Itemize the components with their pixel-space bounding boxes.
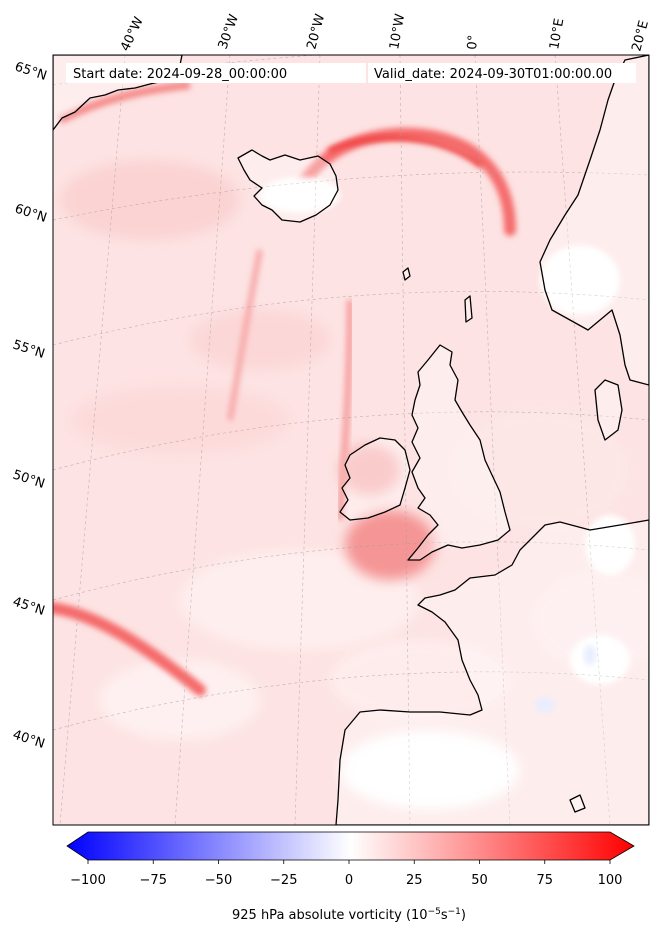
longitude-labels: 40°W 30°W 20°W 10°W 0° 10°E 20°E bbox=[118, 12, 652, 53]
colorbar-tick-label: 25 bbox=[406, 873, 423, 888]
faroe-islands bbox=[402, 267, 411, 281]
map-frame bbox=[52, 54, 650, 826]
colorbar-tick-label: −25 bbox=[270, 873, 297, 888]
great-britain-coast bbox=[407, 344, 511, 561]
graticule bbox=[53, 55, 649, 825]
start-date-label: Start date: 2024-09-28_00:00:00 bbox=[73, 67, 287, 82]
lon-label-40w: 40°W bbox=[118, 15, 147, 54]
valid-date-label: Valid_date: 2024-09-30T01:00:00.00 bbox=[374, 67, 612, 82]
lat-label-60n: 60°N bbox=[13, 202, 49, 226]
lat-label-45n: 45°N bbox=[11, 595, 47, 619]
colorbar: −100 −75 −50 −25 0 25 50 75 100 925 hPa absolute… bbox=[66, 831, 635, 923]
lat-label-50n: 50°N bbox=[11, 468, 47, 492]
colorbar-tick-label: −50 bbox=[205, 873, 232, 888]
continental-europe-coast bbox=[335, 519, 649, 825]
ireland-coast bbox=[339, 437, 411, 521]
iceland-coast bbox=[237, 149, 339, 223]
shetland-islands bbox=[464, 295, 473, 323]
colorbar-tick-label: 75 bbox=[536, 873, 553, 888]
colorbar-tick-label: 50 bbox=[471, 873, 488, 888]
scandinavia-coast bbox=[539, 55, 649, 386]
lon-label-20e: 20°E bbox=[629, 19, 652, 53]
lon-label-10w: 10°W bbox=[387, 13, 408, 51]
colorbar-tick-label: 0 bbox=[345, 873, 353, 888]
start-date-box bbox=[66, 63, 366, 83]
lon-label-30w: 30°W bbox=[216, 12, 242, 51]
map-panel: Start date: 2024-09-28_00:00:00 Valid_da… bbox=[52, 54, 650, 826]
lat-label-55n: 55°N bbox=[11, 338, 47, 362]
lon-label-0: 0° bbox=[465, 34, 481, 50]
valid-date-box bbox=[368, 63, 636, 83]
sardinia-coast bbox=[569, 794, 586, 813]
lon-label-20w: 20°W bbox=[304, 12, 328, 51]
colorbar-label: 925 hPa absolute vorticity (10−5s−1) bbox=[232, 907, 466, 923]
coastlines bbox=[53, 55, 649, 825]
colorbar-ticks: −100 −75 −50 −25 0 25 50 75 100 bbox=[70, 860, 622, 888]
latitude-labels: 65°N 60°N 55°N 50°N 45°N 40°N bbox=[11, 60, 49, 752]
colorbar-bar bbox=[66, 831, 635, 861]
lat-label-40n: 40°N bbox=[11, 728, 47, 752]
denmark-coast bbox=[594, 379, 623, 441]
colorbar-tick-label: −100 bbox=[70, 873, 106, 888]
lon-label-10e: 10°E bbox=[547, 17, 567, 50]
colorbar-tick-label: 100 bbox=[598, 873, 623, 888]
lat-label-65n: 65°N bbox=[13, 60, 49, 84]
colorbar-tick-label: −75 bbox=[140, 873, 167, 888]
